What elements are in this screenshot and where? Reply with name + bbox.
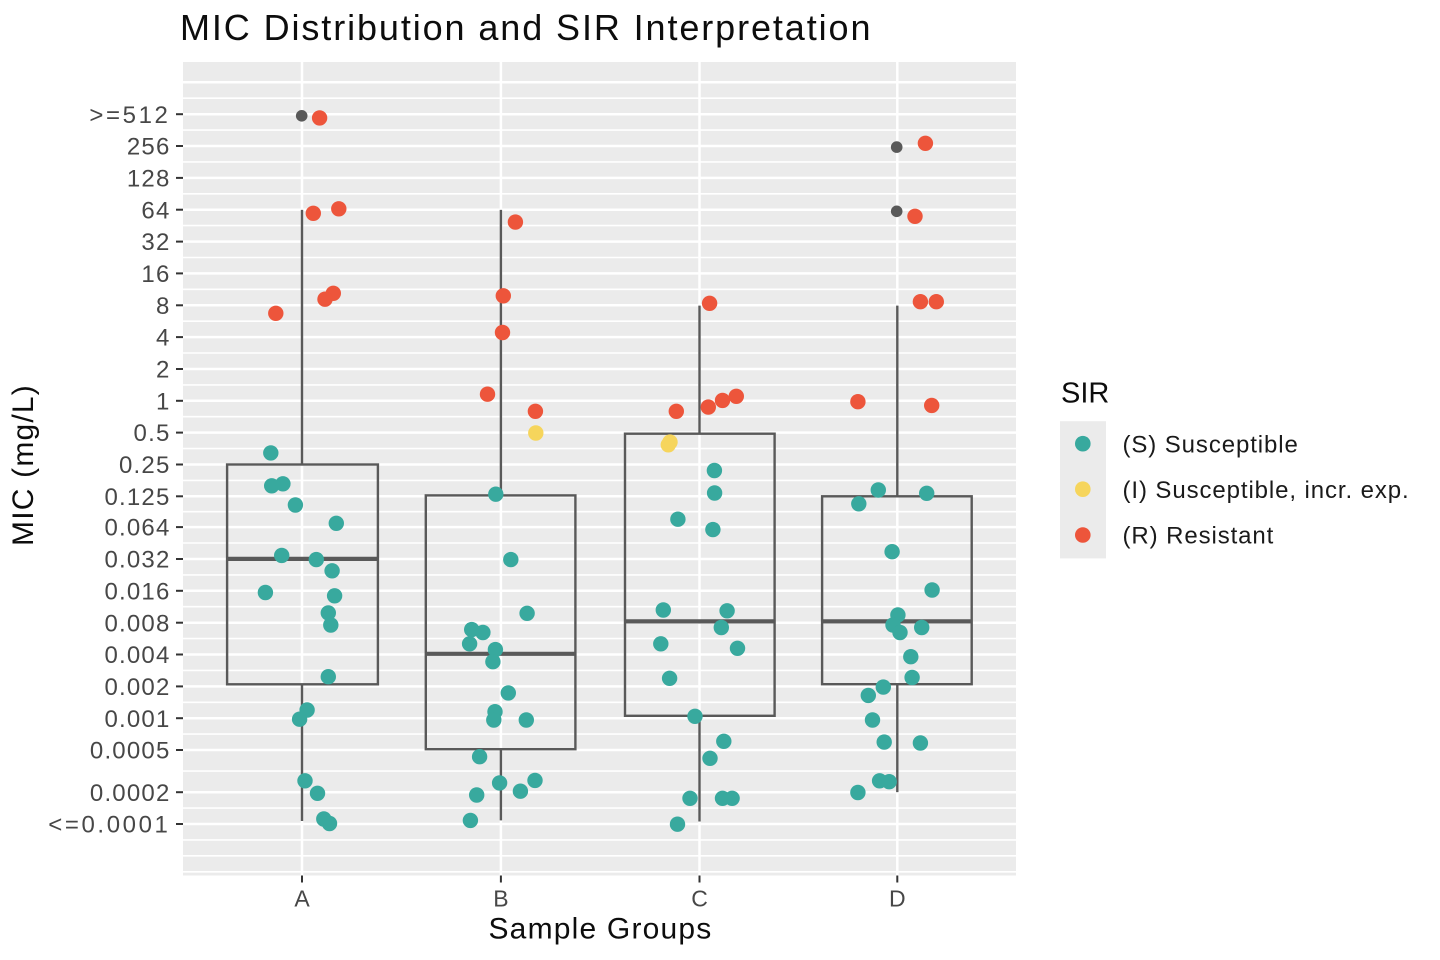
svg-text:0.002: 0.002 <box>104 674 170 701</box>
svg-text:B: B <box>493 886 508 912</box>
svg-text:<=0.0001: <=0.0001 <box>48 812 170 839</box>
svg-text:256: 256 <box>127 134 171 161</box>
svg-text:8: 8 <box>156 293 171 320</box>
svg-text:MIC Distribution and SIR Inter: MIC Distribution and SIR Interpretation <box>180 7 872 48</box>
svg-text:0.25: 0.25 <box>119 452 171 479</box>
svg-text:D: D <box>889 886 906 912</box>
svg-text:2: 2 <box>156 357 171 384</box>
svg-text:C: C <box>691 886 708 912</box>
svg-text:(I) Susceptible, incr. exp.: (I) Susceptible, incr. exp. <box>1123 477 1410 504</box>
svg-text:Sample Groups: Sample Groups <box>488 913 712 946</box>
svg-text:64: 64 <box>141 197 170 224</box>
svg-text:SIR: SIR <box>1061 378 1109 410</box>
svg-text:0.032: 0.032 <box>104 547 170 574</box>
svg-text:A: A <box>294 886 310 912</box>
svg-text:0.064: 0.064 <box>104 515 170 542</box>
svg-text:(R) Resistant: (R) Resistant <box>1123 523 1275 550</box>
svg-text:128: 128 <box>127 166 171 193</box>
svg-text:MIC (mg/L): MIC (mg/L) <box>7 384 40 546</box>
svg-text:(S) Susceptible: (S) Susceptible <box>1123 431 1299 458</box>
svg-text:0.5: 0.5 <box>134 420 171 447</box>
svg-text:4: 4 <box>156 325 171 352</box>
svg-text:0.0005: 0.0005 <box>90 738 171 765</box>
svg-text:0.001: 0.001 <box>104 706 170 733</box>
svg-text:0.008: 0.008 <box>104 610 170 637</box>
svg-text:1: 1 <box>156 388 171 415</box>
svg-text:0.004: 0.004 <box>104 642 170 669</box>
svg-text:0.125: 0.125 <box>104 484 170 511</box>
svg-text:16: 16 <box>141 261 170 288</box>
svg-text:32: 32 <box>141 229 170 256</box>
svg-text:>=512: >=512 <box>89 102 170 129</box>
svg-text:0.016: 0.016 <box>104 578 170 605</box>
svg-text:0.0002: 0.0002 <box>90 780 171 807</box>
